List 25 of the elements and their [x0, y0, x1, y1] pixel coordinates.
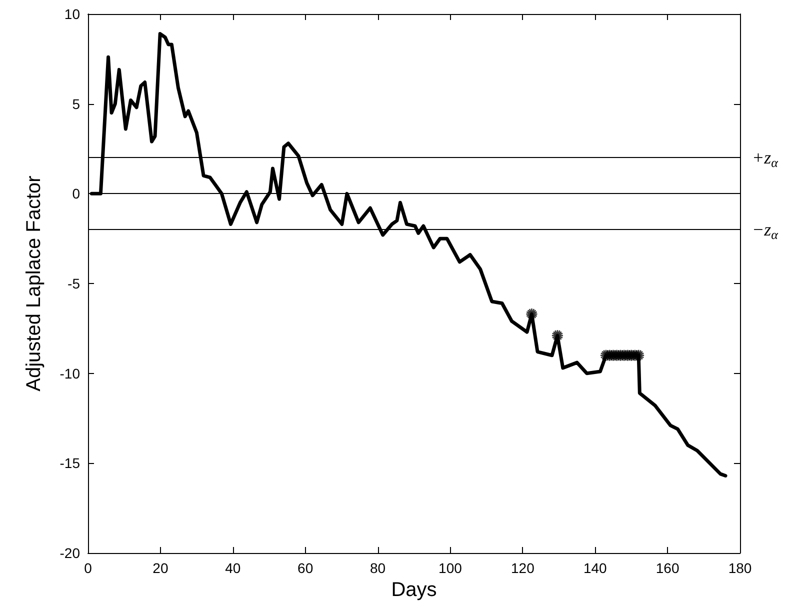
- y-tick-label: -15: [60, 455, 80, 472]
- point: [625, 349, 638, 362]
- point: [526, 308, 538, 320]
- x-tick-label: 0: [84, 560, 92, 576]
- y-tick-label: -20: [60, 545, 80, 561]
- x-tick-label: 160: [656, 560, 680, 576]
- y-tick-label: 0: [72, 186, 80, 202]
- y-tick-label: 10: [64, 6, 80, 22]
- x-tick-label: 60: [298, 560, 314, 576]
- y-tick-label: 5: [72, 96, 80, 112]
- point: [632, 349, 645, 362]
- point: [551, 329, 564, 342]
- x-tick-label: 40: [225, 560, 241, 576]
- x-tick-label: 100: [438, 560, 462, 576]
- x-tick-label: 80: [370, 560, 386, 576]
- x-tick-label: 120: [510, 560, 535, 576]
- point: [628, 349, 642, 362]
- y-tick-label: -10: [60, 365, 80, 382]
- y-tick-label: -5: [68, 276, 80, 292]
- x-tick-label: 20: [152, 560, 168, 576]
- y-axis-title: Adjusted Laplace Factor: [23, 175, 45, 392]
- x-tick-label: 180: [728, 560, 752, 576]
- x-axis-title: Days: [391, 578, 437, 601]
- x-tick-label: 140: [583, 560, 608, 576]
- point: [610, 349, 623, 362]
